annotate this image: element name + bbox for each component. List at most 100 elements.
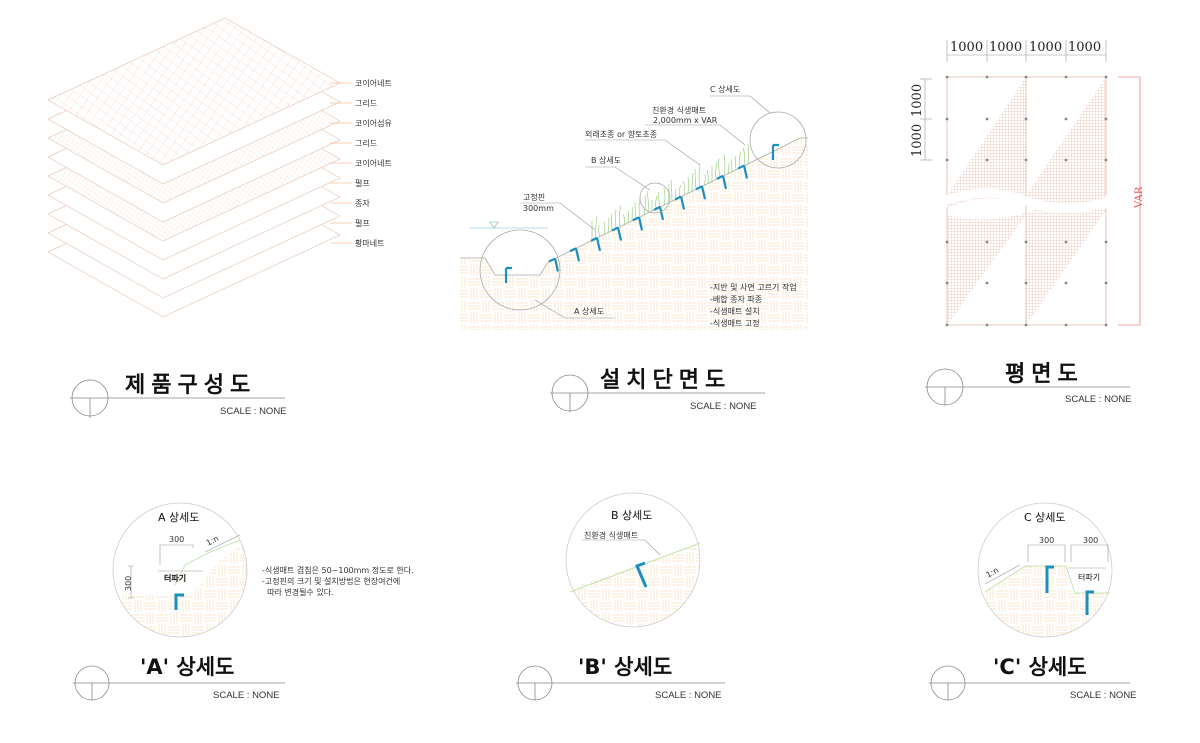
detail-b-mat-label: 친환경 식생매트 [584,530,638,540]
pin-dot [1064,75,1068,79]
grass-blade [742,147,746,166]
grass-blade [603,221,606,235]
pin-icon [632,216,644,231]
pin-dot [1064,158,1068,162]
pin-icon [569,247,581,262]
detail-b-scale: SCALE : NONE [655,690,722,701]
pin-dot [985,240,989,244]
pin-dot [1064,323,1068,327]
grass-blade [735,155,737,170]
pin-dot [1064,240,1068,244]
pin-dot [945,158,949,162]
grass-blade [658,191,661,207]
detail-b-title: 'B' 상세도 [578,655,672,679]
plan-title: 평면도 [1005,362,1084,387]
detail-a-dim-width: 300 [169,535,184,544]
product-scale: SCALE : NONE [220,406,287,417]
step-4: -식생매트 고정 [710,318,760,328]
pin-dot [985,75,989,79]
grass-blade [598,225,601,237]
label-a-detail: A 상세도 [574,306,604,316]
section-title-block: 설치단면도 SCALE : NONE [550,368,765,412]
pin-icon [548,257,560,272]
pin-dot [1024,75,1028,79]
detail-a-callout[interactable] [479,229,561,311]
dim-top-4: 1000 [1068,40,1101,55]
grass-blade [747,143,749,164]
grass-blade [723,154,726,176]
label-pin: 고정핀 [523,192,545,202]
grass-blade [703,174,706,186]
grass-blade [730,159,733,172]
detail-a-dim-height: 300 [124,576,133,591]
grass-blade [667,183,670,203]
grass-blade [627,210,629,223]
grass-blade [607,217,610,233]
layer-label: 코이어네트 [355,78,392,88]
grass-blade [706,170,709,184]
layer-label: 펄프 [355,178,370,188]
label-mat: 친환경 식생매트 [652,105,706,115]
plan-pin-dots [945,75,1108,327]
pin-dot [945,75,949,79]
grass-blade [682,180,686,196]
layer-label: 펄프 [355,218,370,228]
pin-icon [635,561,648,588]
detail-c: C 상세도 300 300 1:n 터파기 [977,502,1113,638]
fixing-pins [548,164,749,272]
detail-a-scale: SCALE : NONE [213,690,280,701]
grass-blade [622,214,626,225]
pin-icon [174,593,184,610]
detail-c-callout[interactable] [749,111,807,169]
grass-blade [727,163,730,174]
grass-blade [634,202,637,219]
pin-dot [1024,323,1028,327]
layer-label: 그리드 [355,99,377,108]
section-scale: SCALE : NONE [690,401,757,412]
detail-a-title-block: 'A' 상세도 SCALE : NONE [73,655,285,701]
layer-label: 코이어섬유 [355,118,392,128]
pin-dot [945,240,949,244]
grass-blade [618,205,622,227]
grass-blade [691,173,694,192]
pin-dot [985,323,989,327]
detail-b-title-block: 'B' 상세도 SCALE : NONE [516,655,725,701]
grass-blade [655,195,658,209]
grass-blade [615,209,617,229]
layer-label: 그리드 [355,139,377,148]
pin-icon [1085,590,1094,615]
detail-a-title: 'A' 상세도 [140,655,234,679]
break-line [942,188,1111,213]
pin-icon [716,174,728,190]
pin-icon [611,226,623,241]
grass-blade [678,184,682,198]
layer-label: 황마네트 [355,238,384,248]
step-2: -배합 종자 파종 [710,295,762,304]
pin-dot [945,281,949,285]
dim-top-2: 1000 [989,40,1022,55]
detail-c-title: 'C' 상세도 [993,655,1087,679]
detail-b-callout[interactable] [639,182,671,214]
detail-b: B 상세도 친환경 식생매트 [565,492,701,628]
grass-blade [643,194,646,215]
detail-c-title-block: 'C' 상세도 SCALE : NONE [929,655,1137,701]
pin-dot [1024,281,1028,285]
detail-a-trench: 터파기 [164,573,186,583]
layer-label: 종자 [355,199,370,208]
note-3: 따라 변경될수 있다. [262,587,334,597]
section-title: 설치단면도 [600,368,731,393]
layer-label: 코이어네트 [355,158,392,168]
step-3: -식생매트 설치 [710,306,760,316]
pin-dot [945,323,949,327]
detail-a-circle-title: A 상세도 [158,511,199,524]
grass-blade [646,190,649,213]
pin-dot [1024,240,1028,244]
pin-dot [985,117,989,121]
pin-dot [1104,240,1108,244]
detail-c-trench: 터파기 [1078,573,1100,582]
grass-blade [715,162,718,180]
grass-blade [610,213,613,231]
grass-blade [663,187,666,205]
label-c-detail: C 상세도 [710,84,740,94]
grass-blade [687,177,689,194]
